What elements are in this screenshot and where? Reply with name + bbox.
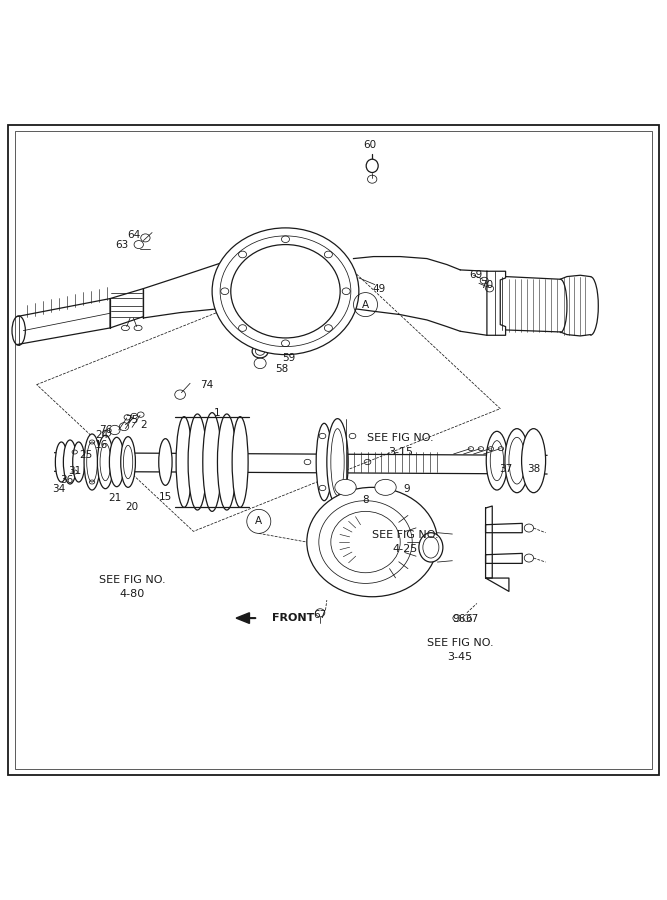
Text: 63: 63	[115, 240, 129, 250]
Ellipse shape	[121, 436, 135, 488]
Text: 25: 25	[79, 450, 92, 460]
Ellipse shape	[486, 431, 508, 490]
Text: 21: 21	[108, 493, 121, 503]
Ellipse shape	[366, 159, 378, 173]
Text: A: A	[362, 300, 369, 310]
Ellipse shape	[63, 440, 77, 484]
Ellipse shape	[188, 414, 207, 510]
Text: 31: 31	[68, 466, 81, 476]
Ellipse shape	[419, 533, 443, 562]
Ellipse shape	[522, 428, 546, 492]
Text: 8: 8	[362, 495, 369, 505]
Polygon shape	[236, 613, 249, 624]
Ellipse shape	[97, 436, 113, 489]
Text: 34: 34	[52, 483, 65, 494]
Text: 58: 58	[275, 364, 288, 374]
Ellipse shape	[176, 417, 192, 508]
Text: 37: 37	[499, 464, 512, 473]
Text: 74: 74	[200, 381, 213, 391]
Text: A: A	[255, 517, 262, 526]
Text: SEE FIG NO.
3-45: SEE FIG NO. 3-45	[427, 638, 494, 662]
Ellipse shape	[84, 434, 100, 490]
Text: 9: 9	[404, 483, 410, 494]
Ellipse shape	[505, 428, 529, 492]
Text: 96: 96	[452, 615, 466, 625]
Text: SEE FIG NO.
4-80: SEE FIG NO. 4-80	[99, 575, 165, 598]
Text: 76: 76	[99, 425, 112, 435]
Text: 38: 38	[527, 464, 540, 473]
Text: 49: 49	[372, 284, 386, 293]
Text: 59: 59	[282, 353, 295, 363]
Ellipse shape	[327, 418, 348, 506]
Ellipse shape	[307, 488, 438, 597]
Text: 64: 64	[127, 230, 140, 240]
Text: 67: 67	[466, 615, 479, 625]
Text: 60: 60	[364, 140, 377, 149]
Ellipse shape	[109, 437, 124, 487]
Text: 1: 1	[213, 408, 220, 418]
Text: 15: 15	[159, 491, 172, 501]
Ellipse shape	[55, 442, 67, 482]
Text: 70: 70	[480, 280, 494, 290]
Text: SEE FIG NO.
4-25: SEE FIG NO. 4-25	[372, 530, 439, 554]
Text: FRONT: FRONT	[272, 613, 315, 623]
Text: 67: 67	[313, 610, 327, 620]
Text: 24: 24	[95, 429, 108, 440]
Ellipse shape	[73, 442, 85, 482]
Text: 16: 16	[95, 440, 108, 450]
Text: 69: 69	[469, 270, 482, 280]
Ellipse shape	[217, 414, 236, 510]
Ellipse shape	[316, 423, 332, 500]
Ellipse shape	[375, 480, 396, 495]
Ellipse shape	[252, 345, 268, 358]
Ellipse shape	[159, 438, 172, 485]
Ellipse shape	[212, 228, 359, 355]
Ellipse shape	[203, 412, 221, 511]
Ellipse shape	[232, 417, 248, 508]
Text: 75: 75	[125, 415, 139, 425]
Text: 36: 36	[60, 475, 73, 485]
Text: 2: 2	[140, 419, 147, 429]
Ellipse shape	[255, 258, 356, 309]
Ellipse shape	[335, 480, 356, 495]
Text: SEE FIG NO.
3-15: SEE FIG NO. 3-15	[367, 433, 434, 457]
Text: 20: 20	[125, 501, 139, 512]
